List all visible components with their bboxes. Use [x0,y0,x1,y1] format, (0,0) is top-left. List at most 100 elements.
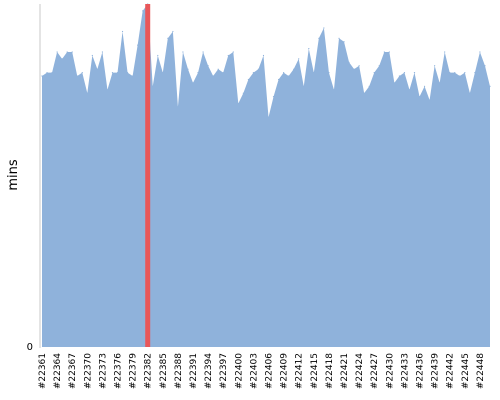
data-point [76,75,78,77]
data-point [408,89,411,91]
data-point [242,92,244,94]
data-point [298,58,300,60]
data-point [101,51,103,53]
x-tick-label: #22382 [144,353,154,389]
data-point [489,85,491,87]
x-tick-label: #22445 [461,353,471,389]
x-tick-label: #22421 [340,353,350,389]
data-point [479,51,481,53]
x-tick-label: #22373 [98,353,108,389]
x-tick-label: #22394 [204,353,214,389]
data-point [434,65,436,67]
data-point [162,72,164,74]
marker-line [145,4,151,347]
data-point [126,72,129,74]
data-point [454,72,456,74]
data-point [237,102,239,105]
data-point [267,116,270,118]
data-point [66,51,68,53]
data-point [56,51,58,53]
data-point [444,51,446,53]
data-point [308,47,310,50]
data-point [283,72,285,74]
data-point [363,92,365,94]
data-point [197,72,199,74]
data-point [272,96,275,98]
data-point [328,72,330,74]
data-point [106,89,109,91]
data-point [368,85,370,87]
data-point [393,82,395,84]
x-tick-label: #22430 [385,353,395,389]
data-point [403,72,406,74]
x-tick-label: #22409 [280,353,290,389]
data-point [343,41,345,43]
data-point [257,68,260,70]
data-point [277,78,280,81]
x-tick-label: #22424 [355,353,365,389]
data-point [121,30,124,33]
x-tick-label: #22400 [234,353,244,389]
x-tick-label: #22448 [476,353,486,389]
data-point [358,65,360,67]
data-point [51,72,53,74]
x-tick-label: #22442 [446,353,456,389]
data-point [116,72,119,74]
data-point [413,72,416,74]
data-point [348,61,350,63]
data-point [167,37,169,39]
data-point [227,54,229,57]
data-point [91,54,93,57]
series-area [42,4,490,347]
data-point [86,92,88,94]
x-tick-label: #22439 [431,353,441,389]
y-axis-label: mins [6,159,21,191]
data-point [333,89,335,91]
data-point [338,37,340,39]
data-point [423,85,426,87]
data-point [474,72,476,74]
data-point [232,51,234,53]
data-point [398,75,400,77]
x-tick-label: #22418 [325,353,335,389]
data-point [182,51,184,53]
data-point [202,51,204,53]
data-point [81,72,83,74]
data-point [313,72,315,74]
data-point [152,85,154,87]
y-tick-label: 0 [27,342,33,353]
data-point [61,58,63,60]
data-point [187,68,189,70]
x-tick-label: #22397 [219,353,229,389]
data-point [46,72,48,74]
x-tick-label: #22433 [400,353,410,389]
data-point [262,54,265,57]
x-tick-label: #22367 [68,353,78,389]
data-point [137,44,139,46]
data-point [41,75,43,77]
data-point [252,72,255,74]
x-tick-label: #22361 [38,353,48,389]
x-tick-label: #22403 [249,353,259,389]
x-tick-label: #22391 [189,353,199,389]
x-axis-ticks: #22361 #22364 #22367 #22370 #22373 #22376 #223… [38,353,486,389]
data-point [383,51,385,53]
data-point [71,51,73,53]
x-tick-label: #22385 [159,353,169,389]
x-tick-label: #22412 [295,353,305,389]
data-point [111,72,114,74]
x-tick-label: #22415 [310,353,320,389]
data-point [439,82,441,84]
data-point [293,68,295,70]
data-point [142,10,144,12]
data-point [207,65,209,67]
x-tick-label: #22376 [114,353,124,389]
data-point [212,75,214,77]
data-point [172,30,174,33]
data-point [177,106,179,108]
plot-area [41,3,491,347]
x-tick-label: #22406 [265,353,275,389]
x-tick-label: #22379 [129,353,139,389]
data-point [217,68,219,70]
data-point [464,72,466,74]
